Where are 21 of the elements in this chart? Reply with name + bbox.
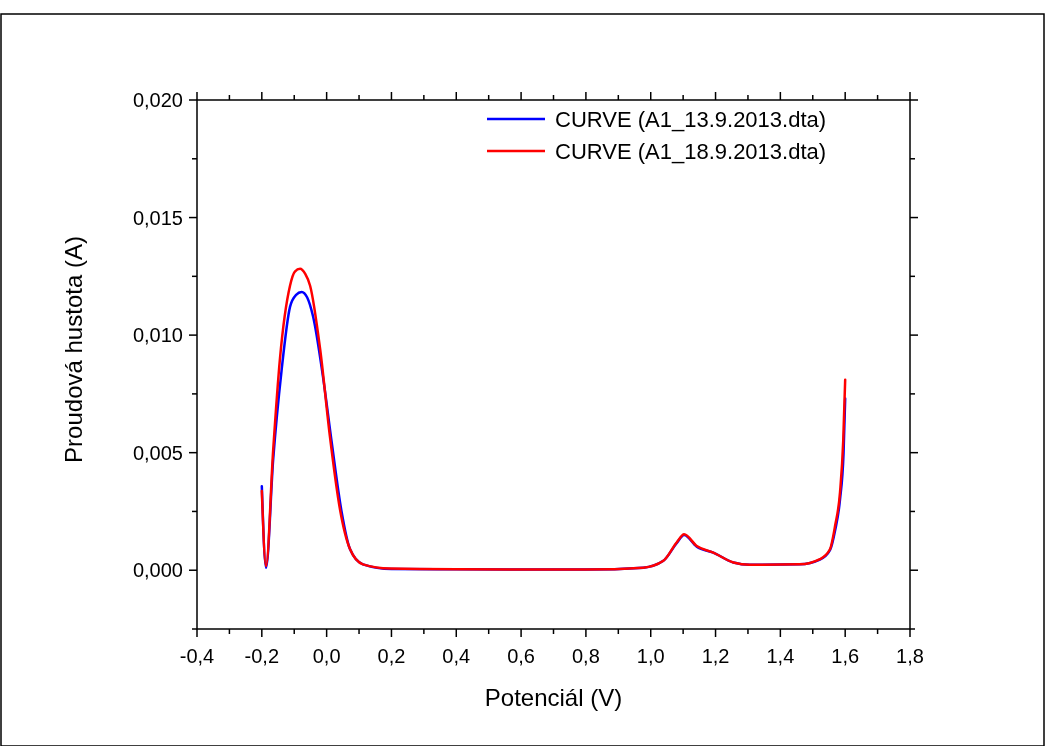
y-axis-title: Proudová hustota (A): [60, 236, 87, 463]
legend-label: CURVE (A1_18.9.2013.dta): [555, 139, 827, 164]
y-tick-label: 0,020: [132, 89, 183, 111]
x-tick-label: 0,8: [572, 645, 600, 667]
x-tick-label: 0,4: [442, 645, 471, 667]
y-tick-label: 0,000: [132, 559, 183, 582]
x-tick-label: -0,4: [179, 645, 215, 667]
x-tick-label: 1,6: [831, 645, 860, 667]
x-axis-title: Potenciál (V): [484, 684, 623, 711]
x-tick-label: 1,4: [766, 645, 795, 667]
y-tick-label: 0,010: [132, 324, 183, 347]
x-tick-label: 0,0: [312, 645, 341, 667]
legend-label: CURVE (A1_13.9.2013.dta): [555, 107, 827, 132]
x-tick-label: 0,6: [507, 645, 535, 667]
x-tick-label: 1,0: [636, 645, 665, 667]
y-tick-label: 0,015: [132, 206, 183, 229]
x-tick-label: -0,2: [244, 645, 280, 667]
x-tick-label: 1,2: [701, 645, 730, 667]
y-tick-label: 0,005: [132, 441, 183, 464]
x-tick-label: 0,2: [377, 645, 406, 667]
x-tick-label: 1,8: [896, 645, 924, 667]
